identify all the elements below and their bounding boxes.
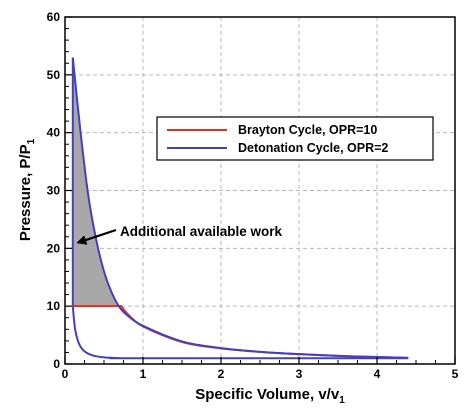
y-axis-title: Pressure, P/P1: [17, 138, 37, 241]
series-line-detonation: [71, 57, 409, 359]
x-tick-label: 0: [62, 367, 69, 381]
y-tick-label: 50: [47, 68, 61, 82]
x-tick-label: 4: [374, 367, 381, 381]
y-tick-label: 40: [47, 126, 61, 140]
legend: Brayton Cycle, OPR=10 Detonation Cycle, …: [156, 116, 434, 161]
y-tick-label: 60: [47, 10, 61, 24]
legend-label-detonation: Detonation Cycle, OPR=2: [238, 141, 388, 155]
legend-label-brayton: Brayton Cycle, OPR=10: [238, 123, 377, 137]
y-tick-label: 30: [47, 184, 61, 198]
additional-work-region: [72, 57, 122, 308]
annotation-arrow: [76, 228, 117, 245]
x-tick-label: 1: [140, 367, 147, 381]
y-tick-label: 10: [47, 299, 61, 313]
x-tick-label: 5: [452, 367, 459, 381]
y-tick-label: 20: [47, 241, 61, 255]
series-lines: [71, 57, 409, 360]
annotation-text: Additional available work: [120, 224, 283, 239]
compression-curve: [71, 306, 409, 360]
y-tick-label: 0: [53, 357, 60, 371]
x-tick-label: 2: [218, 367, 225, 381]
legend-box: [156, 116, 434, 161]
x-axis-title: Specific Volume, v/v1: [195, 386, 345, 406]
x-tick-label: 3: [296, 367, 303, 381]
